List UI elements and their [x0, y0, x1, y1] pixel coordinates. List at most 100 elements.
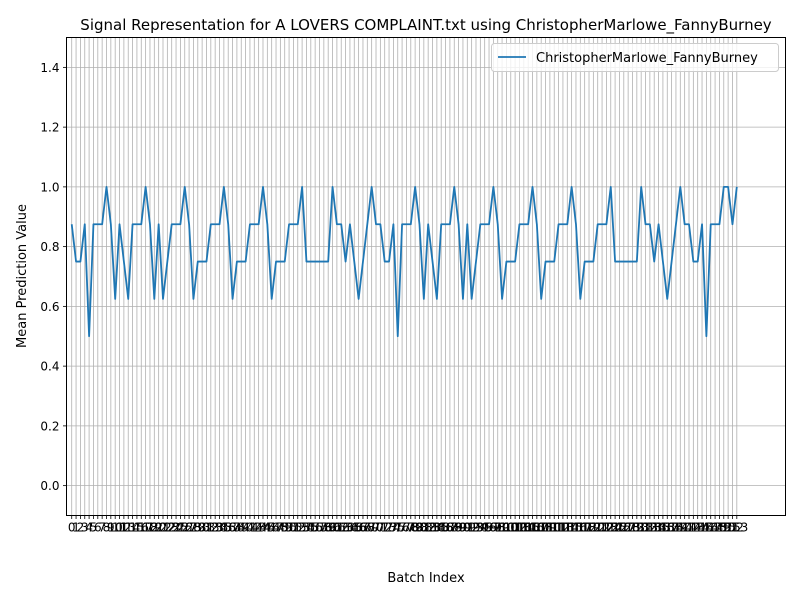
- x-tick-label: 116: [565, 521, 588, 535]
- x-tick-label: 134: [643, 521, 666, 535]
- x-tick-label: 126: [608, 521, 631, 535]
- x-tick-label: 67: [355, 521, 370, 535]
- x-tick-label: 82: [421, 521, 436, 535]
- x-tick-label: 70: [368, 521, 383, 535]
- x-tick-label: 25: [173, 521, 188, 535]
- y-tick-label: 0.2: [40, 419, 59, 433]
- x-tick-label: 85: [434, 521, 449, 535]
- x-tick-label: 81: [416, 521, 431, 535]
- x-tick-label: 65: [347, 521, 362, 535]
- x-tick-label: 115: [560, 521, 583, 535]
- y-tick-label: 0.4: [40, 360, 59, 374]
- x-tick-label: 141: [673, 521, 696, 535]
- x-tick-label: 26: [177, 521, 192, 535]
- x-tick-label: 96: [481, 521, 496, 535]
- x-tick-label: 53: [294, 521, 309, 535]
- x-tick-label: 148: [704, 521, 727, 535]
- x-tick-label: 5: [90, 521, 98, 535]
- y-tick-label: 1.2: [40, 121, 59, 135]
- x-tick-label: 0: [68, 521, 76, 535]
- x-tick-label: 50: [281, 521, 296, 535]
- x-tick-label: 109: [534, 521, 557, 535]
- x-tick-label: 7: [98, 521, 106, 535]
- x-tick-label: 64: [342, 521, 357, 535]
- x-tick-label: 72: [377, 521, 392, 535]
- x-tick-label: 75: [390, 521, 405, 535]
- chart-title: Signal Representation for A LOVERS COMPL…: [80, 16, 772, 35]
- x-tick-label: 1: [72, 521, 80, 535]
- x-tick-label: 140: [669, 521, 692, 535]
- x-tick-label: 139: [664, 521, 687, 535]
- x-tick-label: 71: [373, 521, 388, 535]
- x-tick-label: 152: [721, 521, 744, 535]
- x-tick-label: 15: [129, 521, 144, 535]
- x-tick-label: 59: [321, 521, 336, 535]
- x-tick-label: 32: [203, 521, 218, 535]
- series-line: [70, 185, 738, 338]
- x-tick-label: 8: [103, 521, 111, 535]
- x-tick-label: 84: [429, 521, 444, 535]
- x-tick-label: 149: [708, 521, 731, 535]
- y-axis-ticks: 0.0 0.2 0.4 0.6 0.8 1.0 1.2 1.4: [40, 61, 67, 493]
- x-tick-label: 94: [473, 521, 488, 535]
- y-tick-label: 1.4: [40, 61, 59, 75]
- x-tick-label: 2: [77, 521, 85, 535]
- x-tick-label: 147: [699, 521, 722, 535]
- x-tick-label: 58: [316, 521, 331, 535]
- x-tick-label: 19: [147, 521, 162, 535]
- x-tick-label: 44: [255, 521, 270, 535]
- x-tick-label: 150: [712, 521, 735, 535]
- x-tick-label: 73: [381, 521, 396, 535]
- x-tick-label: 87: [442, 521, 457, 535]
- x-tick-label: 132: [634, 521, 657, 535]
- x-tick-label: 46: [264, 521, 279, 535]
- x-tick-label: 97: [486, 521, 501, 535]
- x-tick-label: 66: [351, 521, 366, 535]
- x-tick-label: 83: [425, 521, 440, 535]
- x-tick-label: 17: [138, 521, 153, 535]
- x-tick-label: 62: [334, 521, 349, 535]
- x-tick-label: 101: [499, 521, 522, 535]
- x-tick-label: 74: [386, 521, 401, 535]
- grid: [66, 37, 786, 516]
- x-tick-label: 131: [630, 521, 653, 535]
- x-tick-label: 136: [651, 521, 674, 535]
- x-tick-label: 88: [447, 521, 462, 535]
- x-tick-label: 79: [407, 521, 422, 535]
- x-tick-label: 10: [108, 521, 123, 535]
- x-tick-label: 151: [717, 521, 740, 535]
- x-tick-label: 38: [229, 521, 244, 535]
- x-tick-label: 122: [591, 521, 614, 535]
- x-tick-label: 127: [612, 521, 635, 535]
- x-tick-label: 14: [125, 521, 140, 535]
- x-tick-label: 100: [495, 521, 518, 535]
- x-tick-label: 49: [277, 521, 292, 535]
- x-tick-label: 130: [625, 521, 648, 535]
- y-tick-label: 1.0: [40, 180, 59, 194]
- x-tick-label: 119: [578, 521, 601, 535]
- x-tick-label: 120: [582, 521, 605, 535]
- x-tick-label: 22: [160, 521, 175, 535]
- x-tick-label: 104: [512, 521, 535, 535]
- x-tick-label: 40: [238, 521, 253, 535]
- x-tick-label: 24: [168, 521, 183, 535]
- x-tick-label: 153: [725, 521, 748, 535]
- x-tick-label: 111: [543, 521, 566, 535]
- x-tick-label: 16: [134, 521, 149, 535]
- x-tick-label: 125: [604, 521, 627, 535]
- x-tick-label: 28: [186, 521, 201, 535]
- x-tick-label: 61: [329, 521, 344, 535]
- x-tick-label: 107: [525, 521, 548, 535]
- x-tick-label: 129: [621, 521, 644, 535]
- x-tick-label: 93: [468, 521, 483, 535]
- x-tick-label: 34: [212, 521, 227, 535]
- x-tick-label: 56: [308, 521, 323, 535]
- x-tick-label: 80: [412, 521, 427, 535]
- x-tick-label: 54: [299, 521, 314, 535]
- plot-frame: [66, 37, 786, 516]
- x-tick-label: 95: [477, 521, 492, 535]
- legend-label: ChristopherMarlowe_FannyBurney: [536, 51, 758, 66]
- x-tick-label: 27: [181, 521, 196, 535]
- x-tick-label: 89: [451, 521, 466, 535]
- y-tick-label: 0.8: [40, 240, 59, 254]
